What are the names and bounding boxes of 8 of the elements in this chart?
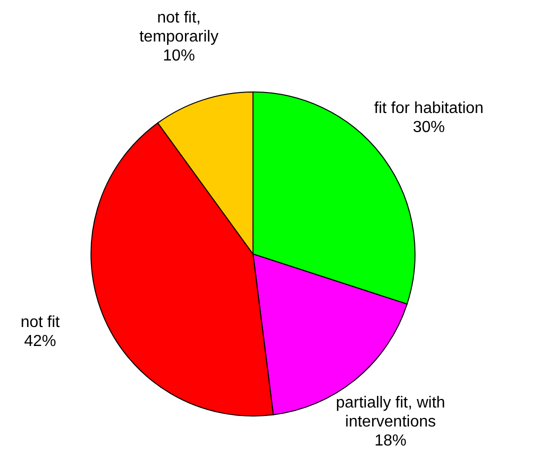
data-label: 30% xyxy=(412,118,445,136)
slice-label: not fit, temporarily xyxy=(139,8,218,45)
slice-label: partially fit, with interventions xyxy=(336,394,446,430)
data-label: 18% xyxy=(374,432,407,449)
data-label: 42% xyxy=(24,332,56,350)
slice-label: not fit xyxy=(20,313,60,330)
slice-label: fit for habitation xyxy=(374,100,484,117)
data-label: 10% xyxy=(162,46,195,64)
